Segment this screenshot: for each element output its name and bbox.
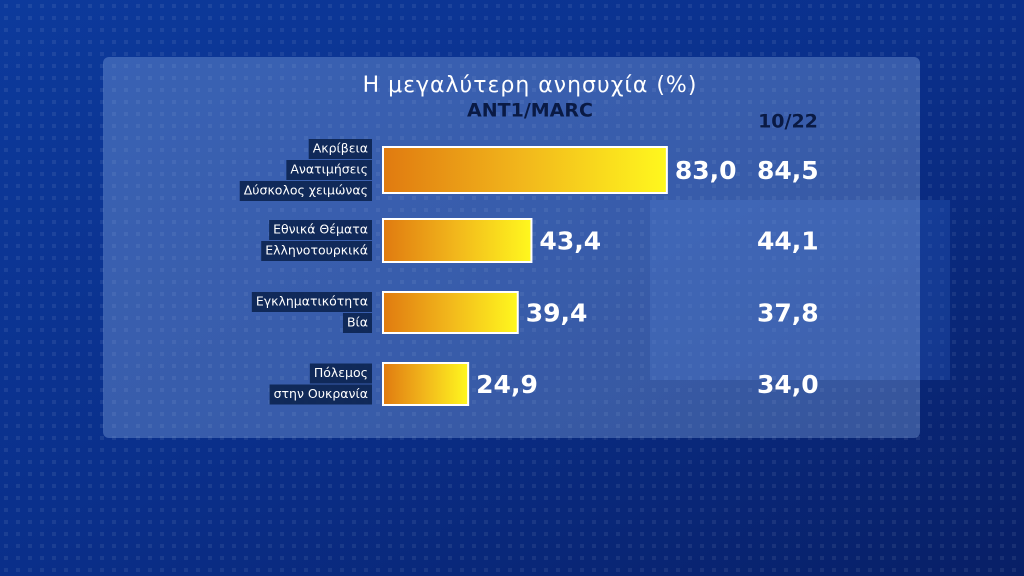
bar [382, 362, 470, 406]
category-label-box [308, 139, 372, 159]
category-label: Πόλεμος [314, 365, 368, 380]
category-label-box [309, 363, 372, 384]
category-label-box [269, 384, 372, 405]
value-label: 83,0 [675, 156, 737, 185]
category-label: στην Ουκρανία [274, 386, 368, 401]
category-label: Βία [347, 315, 368, 330]
comparison-header: 10/22 [758, 111, 818, 133]
category-label-box [239, 181, 372, 201]
bar [382, 291, 519, 334]
category-label: Δύσκολος χειμώνας [244, 183, 368, 198]
category-label: Ανατιμήσεις [290, 162, 368, 177]
bar [382, 146, 668, 194]
category-label: Εθνικά Θέματα [273, 222, 368, 237]
category-label-box [342, 313, 372, 333]
value-label: 43,4 [539, 227, 601, 256]
comparison-value: 37,8 [757, 299, 819, 328]
category-label-box [286, 160, 372, 180]
category-label: Ελληνοτουρκικά [265, 243, 368, 258]
category-label: Εγκληματικότητα [256, 294, 368, 309]
bar [382, 218, 533, 263]
value-label: 24,9 [476, 370, 538, 399]
background-block [650, 200, 950, 380]
comparison-value: 84,5 [757, 156, 819, 185]
category-label: Ακρίβεια [313, 141, 368, 156]
comparison-value: 44,1 [757, 227, 819, 256]
value-label: 39,4 [526, 299, 588, 328]
category-label-box [269, 220, 372, 240]
chart-subtitle: ANT1/MARC [467, 100, 593, 122]
category-label-box [251, 292, 372, 312]
chart-title: Η μεγαλύτερη ανησυχία (%) [363, 73, 698, 98]
category-label-box [261, 241, 372, 261]
comparison-value: 34,0 [757, 370, 819, 399]
